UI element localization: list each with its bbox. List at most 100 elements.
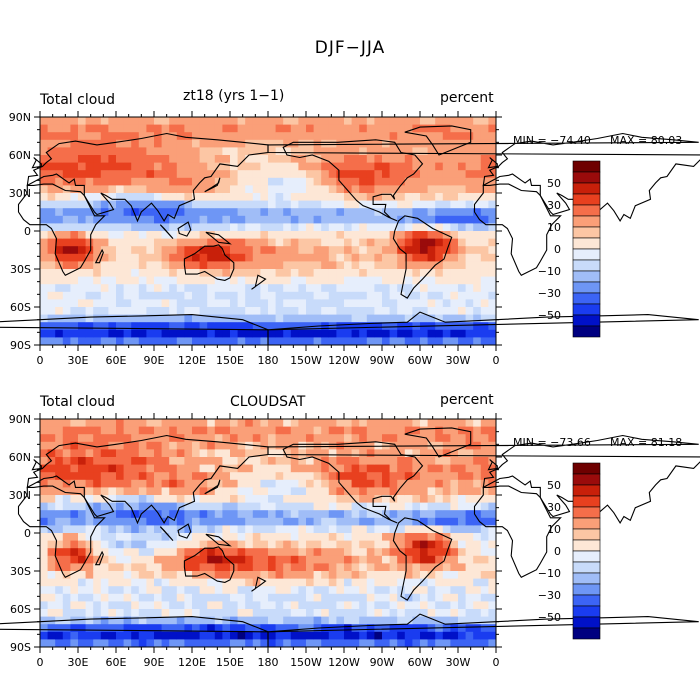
field-cell	[328, 276, 337, 285]
field-cell	[298, 253, 307, 262]
field-cell	[78, 495, 86, 503]
field-cell	[389, 322, 398, 331]
field-cell	[450, 261, 459, 270]
field-cell	[260, 593, 269, 602]
field-cell	[298, 322, 307, 331]
field-cell	[366, 200, 375, 209]
field-cell	[442, 457, 451, 465]
field-cell	[245, 586, 254, 595]
field-cell	[344, 586, 352, 595]
field-cell	[62, 601, 71, 610]
field-cell	[359, 337, 368, 346]
field-cell	[252, 525, 261, 534]
field-cell	[138, 193, 147, 201]
field-cell	[366, 155, 375, 163]
field-cell	[245, 223, 254, 232]
field-cell	[359, 132, 368, 141]
field-cell	[93, 329, 102, 338]
field-cell	[389, 593, 398, 602]
field-cell	[275, 261, 284, 270]
field-cell	[100, 307, 109, 315]
field-cell	[480, 616, 489, 625]
field-cell	[473, 457, 482, 465]
field-cell	[283, 124, 292, 133]
field-cell	[480, 307, 489, 315]
field-cell	[374, 464, 383, 473]
field-cell	[336, 502, 345, 511]
field-cell	[93, 457, 102, 465]
field-cell	[100, 457, 109, 465]
field-cell	[85, 329, 94, 338]
field-cell	[199, 284, 208, 293]
field-cell	[450, 457, 459, 465]
field-cell	[275, 540, 284, 549]
field-cell	[192, 533, 200, 541]
field-cell	[480, 253, 489, 262]
field-cell	[252, 487, 261, 496]
field-cell	[397, 200, 406, 209]
field-cell	[435, 419, 444, 427]
field-cell	[154, 631, 162, 640]
field-cell	[70, 631, 79, 640]
field-cell	[222, 434, 231, 443]
field-cell	[70, 276, 79, 285]
field-cell	[138, 291, 147, 300]
field-cell	[230, 307, 238, 315]
field-cell	[252, 314, 261, 323]
field-cell	[480, 510, 489, 519]
field-cell	[237, 571, 246, 579]
field-cell	[389, 616, 398, 625]
field-cell	[306, 291, 314, 300]
field-cell	[85, 419, 94, 427]
field-cell	[146, 314, 155, 323]
field-cell	[161, 132, 170, 141]
field-cell	[450, 631, 459, 640]
field-cell	[85, 525, 94, 534]
field-cell	[465, 155, 474, 163]
field-cell	[85, 624, 94, 633]
field-cell	[313, 238, 322, 247]
field-cell	[420, 472, 428, 481]
field-cell	[283, 631, 292, 640]
field-cell	[40, 517, 48, 526]
field-cell	[146, 495, 155, 503]
field-cell	[359, 517, 368, 526]
field-cell	[230, 571, 238, 579]
field-cell	[138, 426, 147, 435]
field-cell	[176, 479, 185, 488]
field-cell	[260, 517, 269, 526]
field-cell	[458, 299, 466, 308]
field-cell	[93, 284, 102, 293]
field-cell	[458, 479, 466, 488]
field-cell	[237, 253, 246, 262]
field-cell	[313, 284, 322, 293]
field-cell	[435, 124, 444, 133]
field-cell	[268, 185, 276, 194]
field-cell	[40, 284, 48, 293]
field-cell	[184, 434, 193, 443]
field-cell	[427, 631, 436, 640]
field-cell	[123, 525, 132, 534]
field-cell	[184, 223, 193, 232]
field-cell	[131, 162, 140, 171]
field-cell	[252, 322, 261, 331]
field-cell	[351, 193, 360, 201]
field-cell	[108, 631, 117, 640]
field-cell	[328, 419, 337, 427]
map-plot: 0 30E 60E 90E 120E 150E 180 150W 120W 90W 60W 30W 09…	[0, 413, 700, 669]
field-cell	[40, 246, 48, 255]
field-cell	[488, 261, 497, 270]
field-cell	[184, 155, 193, 163]
field-cell	[131, 601, 140, 610]
field-cell	[207, 586, 216, 595]
field-cell	[404, 117, 413, 125]
field-cell	[268, 616, 276, 625]
field-cell	[192, 555, 200, 564]
field-cell	[222, 238, 231, 247]
field-cell	[93, 624, 102, 633]
field-cell	[70, 132, 79, 141]
field-cell	[78, 223, 86, 232]
field-cell	[366, 578, 375, 587]
field-cell	[374, 563, 383, 572]
field-cell	[199, 555, 208, 564]
